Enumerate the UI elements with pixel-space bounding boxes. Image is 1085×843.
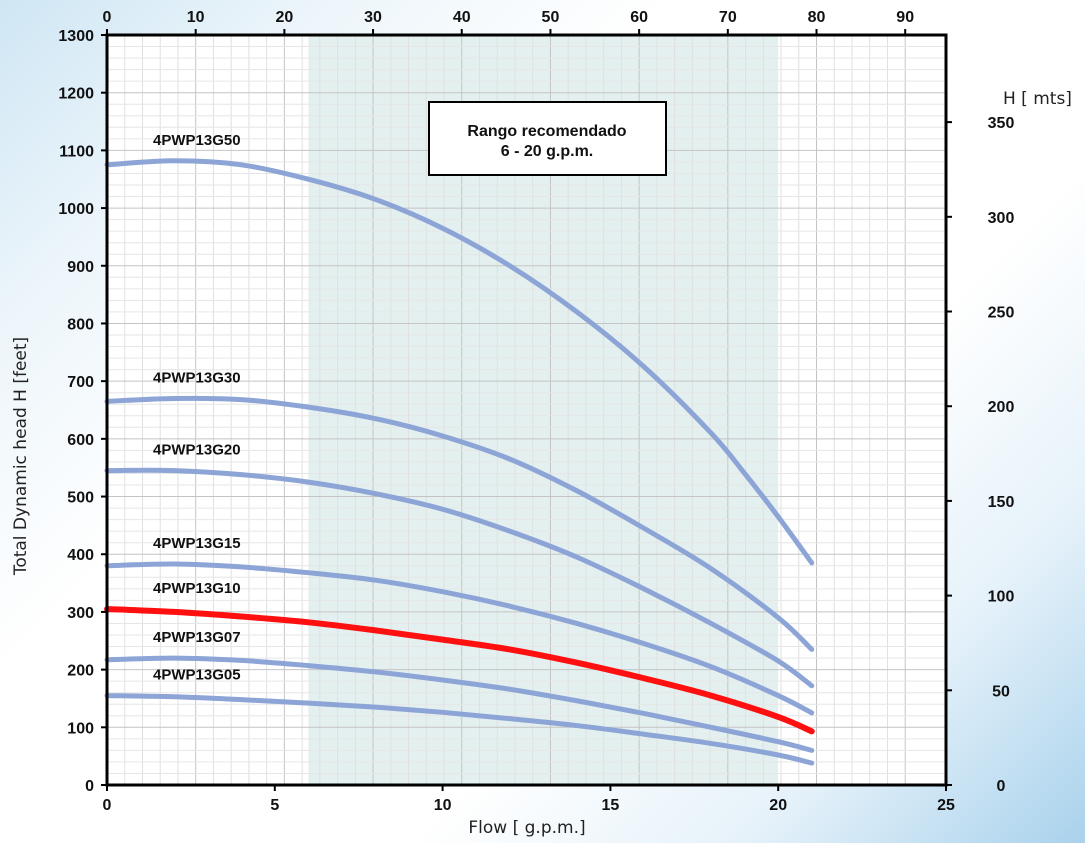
series-line-4pwp13g05 xyxy=(104,693,815,766)
series-line-4pwp13g15 xyxy=(104,561,815,716)
right-tick-label: 300 xyxy=(988,210,1015,227)
top-tick-label: 80 xyxy=(808,9,826,26)
x-tick-label: 10 xyxy=(434,797,452,814)
y-tick-label: 1100 xyxy=(59,143,94,160)
y-tick-label: 1200 xyxy=(58,86,94,103)
series-label-4pwp13g20: 4PWP13G20 xyxy=(153,442,241,459)
y-tick-label: 0 xyxy=(85,778,94,795)
top-tick-label: 10 xyxy=(187,9,205,26)
x-tick-label: 15 xyxy=(602,797,620,814)
top-tick-label: 70 xyxy=(719,9,737,26)
series-label-4pwp13g15: 4PWP13G15 xyxy=(153,535,241,552)
top-tick-label: 90 xyxy=(896,9,914,26)
series-lines xyxy=(104,158,815,766)
bottom-axis: 0 5 10 15 20 25 xyxy=(103,785,955,814)
right-axis: 0 50 100 150 200 250 300 350 xyxy=(946,115,1014,795)
annotation-box xyxy=(428,101,667,176)
top-tick-label: 40 xyxy=(453,9,471,26)
y-tick-label: 1300 xyxy=(58,28,94,45)
y-tick-label: 900 xyxy=(67,259,94,276)
top-axis: 0 10 20 30 40 50 60 70 80 90 xyxy=(103,9,914,35)
y-tick-label: 200 xyxy=(67,663,94,680)
x-tick-label: 0 xyxy=(103,797,112,814)
x-tick-label: 25 xyxy=(937,797,955,814)
top-tick-label: 20 xyxy=(275,9,293,26)
x-tick-label: 20 xyxy=(769,797,787,814)
x-tick-label: 5 xyxy=(270,797,279,814)
y-tick-label: 100 xyxy=(67,720,94,737)
series-line-4pwp13g30 xyxy=(104,395,815,652)
annotation-line-1: Rango recomendado xyxy=(467,123,626,140)
series-line-4pwp13g10 xyxy=(104,606,815,735)
right-tick-label: 50 xyxy=(992,683,1010,700)
series-line-4pwp13g07 xyxy=(104,655,815,753)
series-line-4pwp13g50 xyxy=(104,158,815,566)
recommended-range-annotation: Rango recomendado 6 - 20 g.p.m. xyxy=(428,101,667,176)
y-tick-label: 300 xyxy=(67,605,94,622)
series-label-4pwp13g07: 4PWP13G07 xyxy=(153,629,241,646)
top-tick-label: 30 xyxy=(364,9,382,26)
series-label-4pwp13g10: 4PWP13G10 xyxy=(153,580,241,597)
right-axis-title: H [ mts] xyxy=(1003,89,1072,109)
right-tick-label: 100 xyxy=(988,589,1015,606)
y-tick-label: 500 xyxy=(67,490,94,507)
right-tick-label: 250 xyxy=(988,305,1015,322)
x-axis-title: Flow [ g.p.m.] xyxy=(468,818,585,838)
y-tick-label: 1000 xyxy=(58,201,94,218)
series-labels: 4PWP13G50 4PWP13G30 4PWP13G20 4PWP13G15 4PWP… xyxy=(153,132,241,684)
plot-frame xyxy=(105,33,948,787)
y-tick-label: 800 xyxy=(67,316,94,333)
series-label-4pwp13g05: 4PWP13G05 xyxy=(153,667,241,684)
right-tick-label: 350 xyxy=(988,115,1015,132)
series-label-4pwp13g50: 4PWP13G50 xyxy=(153,132,241,149)
top-tick-label: 60 xyxy=(630,9,648,26)
top-tick-label: 50 xyxy=(542,9,560,26)
y-tick-label: 600 xyxy=(67,432,94,449)
y-tick-label: 400 xyxy=(67,547,94,564)
y-tick-label: 700 xyxy=(67,374,94,391)
top-tick-label: 0 xyxy=(103,9,112,26)
right-tick-label: 200 xyxy=(988,399,1015,416)
series-line-4pwp13g20 xyxy=(104,467,815,689)
series-label-4pwp13g30: 4PWP13G30 xyxy=(153,369,241,386)
right-tick-label: 0 xyxy=(997,778,1006,795)
left-axis: 0 100 200 300 400 500 600 700 800 900 1000 1100 1200… xyxy=(58,28,107,795)
annotation-line-2: 6 - 20 g.p.m. xyxy=(501,143,593,160)
right-tick-label: 150 xyxy=(988,494,1015,511)
y-axis-title: Total Dynamic head H [feet] xyxy=(11,337,31,576)
